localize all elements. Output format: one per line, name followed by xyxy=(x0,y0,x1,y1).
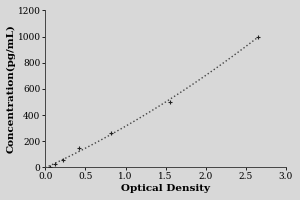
X-axis label: Optical Density: Optical Density xyxy=(121,184,210,193)
Y-axis label: Concentration(pg/mL): Concentration(pg/mL) xyxy=(7,24,16,153)
